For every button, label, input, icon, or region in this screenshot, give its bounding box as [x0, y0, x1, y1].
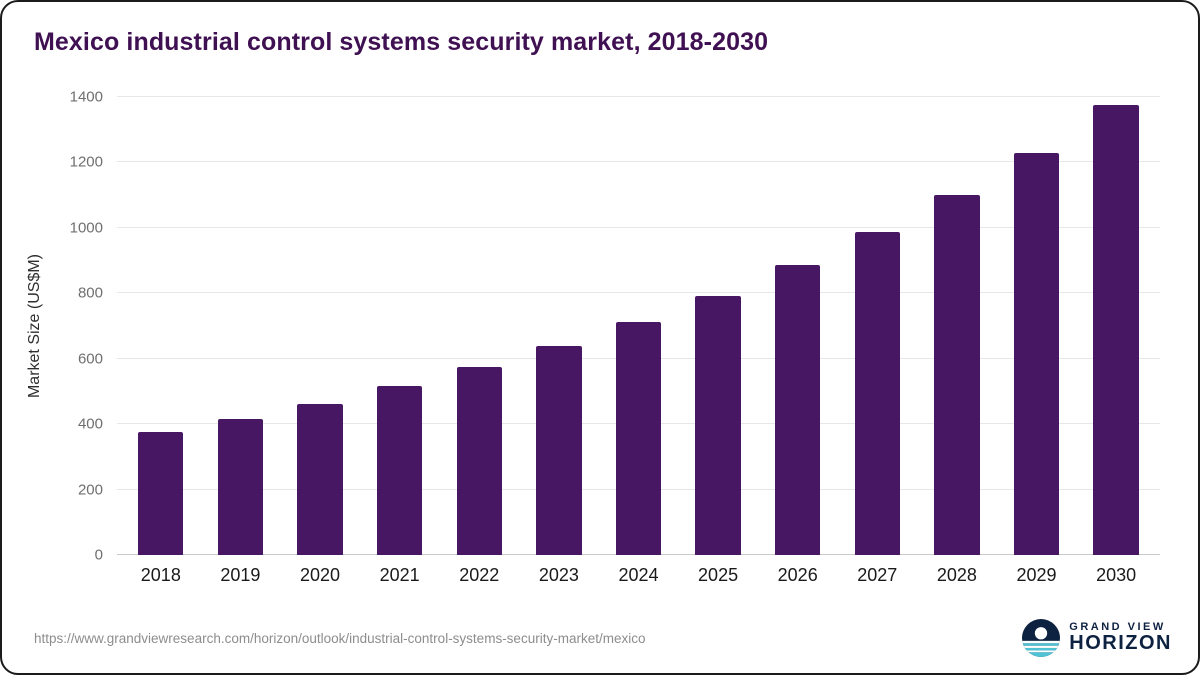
bar-slot-2020 — [280, 97, 360, 555]
gridline-800 — [117, 292, 1160, 294]
bar-2021 — [376, 386, 423, 555]
grand-view-horizon-logo: GRAND VIEW HORIZON — [1022, 619, 1172, 657]
logo-line2: HORIZON — [1069, 632, 1172, 655]
bar-2028 — [934, 195, 980, 555]
bar-slot-2023 — [519, 97, 599, 555]
y-tick-label-400: 400 — [77, 415, 103, 433]
bar-slot-2021 — [360, 97, 440, 555]
bar-slot-2025 — [678, 97, 758, 555]
bar-2020 — [297, 403, 343, 555]
bar-slot-2019 — [201, 97, 281, 555]
gridline-1000 — [117, 226, 1160, 228]
x-tick-label-2025: 2025 — [698, 565, 739, 585]
bar-2024 — [615, 321, 662, 555]
bar-2018 — [138, 432, 184, 555]
x-tick-label-2021: 2021 — [379, 565, 420, 585]
x-tick-label-2022: 2022 — [459, 565, 500, 585]
y-tick-label-1400: 1400 — [69, 88, 103, 106]
bar-slot-2024 — [599, 97, 679, 555]
bar-slot-2026 — [758, 97, 838, 555]
horizon-logo-icon — [1022, 619, 1061, 657]
y-tick-label-800: 800 — [77, 284, 103, 302]
chart-title: Mexico industrial control systems securi… — [34, 28, 769, 56]
x-tick-label-2027: 2027 — [857, 565, 898, 585]
y-tick-label-0: 0 — [94, 546, 103, 564]
logo-line1: GRAND VIEW — [1069, 620, 1166, 633]
x-tick-label-2029: 2029 — [1016, 565, 1057, 585]
bar-slot-2028 — [917, 97, 997, 555]
bar-2030 — [1093, 105, 1139, 555]
bar-2019 — [217, 418, 264, 555]
source-url: https://www.grandviewresearch.com/horizo… — [34, 630, 646, 646]
gridline-1200 — [117, 161, 1160, 163]
bar-2025 — [695, 295, 741, 555]
bar-2027 — [854, 231, 900, 555]
x-tick-label-2026: 2026 — [777, 565, 818, 585]
bar-2029 — [1013, 153, 1060, 555]
x-tick-label-2024: 2024 — [618, 565, 659, 585]
bar-2023 — [536, 345, 582, 555]
x-tick-label-2018: 2018 — [140, 565, 181, 585]
bar-2022 — [456, 366, 502, 555]
x-axis-ticks: 2018 2019 2020 2021 2022 2023 2024 2025 2026 2027… — [117, 565, 1160, 586]
x-tick-label-2030: 2030 — [1096, 565, 1137, 585]
x-tick-label-2019: 2019 — [220, 565, 261, 585]
bar-slot-2029 — [997, 97, 1077, 555]
bar-slot-2030 — [1076, 97, 1156, 555]
y-tick-label-1000: 1000 — [69, 219, 103, 237]
footer: https://www.grandviewresearch.com/horizo… — [34, 619, 1172, 657]
x-tick-label-2020: 2020 — [300, 565, 341, 585]
y-tick-label-600: 600 — [77, 350, 103, 368]
y-tick-label-200: 200 — [77, 481, 103, 499]
bar-slot-2027 — [837, 97, 917, 555]
bar-slot-2018 — [121, 97, 201, 555]
gridline-1400 — [117, 96, 1160, 97]
x-tick-label-2023: 2023 — [538, 565, 579, 585]
bars-container — [117, 97, 1160, 555]
bar-slot-2022 — [439, 97, 519, 555]
logo-text: GRAND VIEW HORIZON — [1069, 620, 1172, 655]
y-tick-label-1200: 1200 — [69, 153, 103, 171]
x-tick-label-2028: 2028 — [936, 565, 977, 585]
bar-chart-plot: Market Size (US$M) 0 200 400 600 800 1000 1200… — [26, 89, 1160, 564]
bar-2026 — [774, 265, 821, 555]
y-axis-label: Market Size (US$M) — [26, 253, 43, 399]
